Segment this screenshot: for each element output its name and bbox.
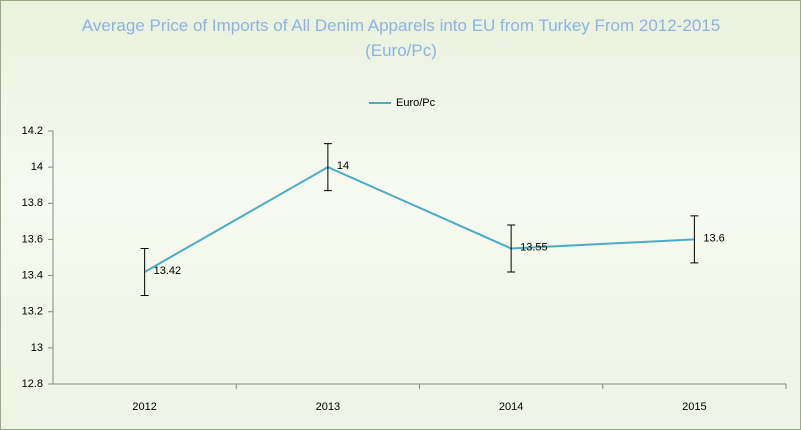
x-tick-label: 2015 [682,401,706,413]
y-tick-label: 13.4 [22,269,43,281]
series-line [144,166,695,273]
y-tick-label: 13 [31,342,43,354]
x-tick-label: 2013 [316,401,340,413]
y-tick-label: 14 [31,161,43,173]
error-bar [323,143,332,192]
x-tick-label: 2012 [132,401,156,413]
chart-title: Average Price of Imports of All Denim Ap… [81,16,721,60]
data-label: 13.6 [703,232,724,244]
y-tick-label: 14.2 [22,125,43,137]
y-tick-label: 13.2 [22,306,43,318]
error-bar [690,215,699,264]
data-label: 14 [337,160,349,172]
error-bar [507,224,516,273]
y-tick-label: 13.6 [22,233,43,245]
y-tick-label: 12.8 [22,378,43,390]
error-bar [140,247,149,296]
legend-label: Euro/Pc [396,97,436,109]
data-label: 13.55 [520,241,548,253]
x-tick-label: 2014 [499,401,523,413]
data-label: 13.42 [154,265,182,277]
y-tick-label: 13.8 [22,197,43,209]
